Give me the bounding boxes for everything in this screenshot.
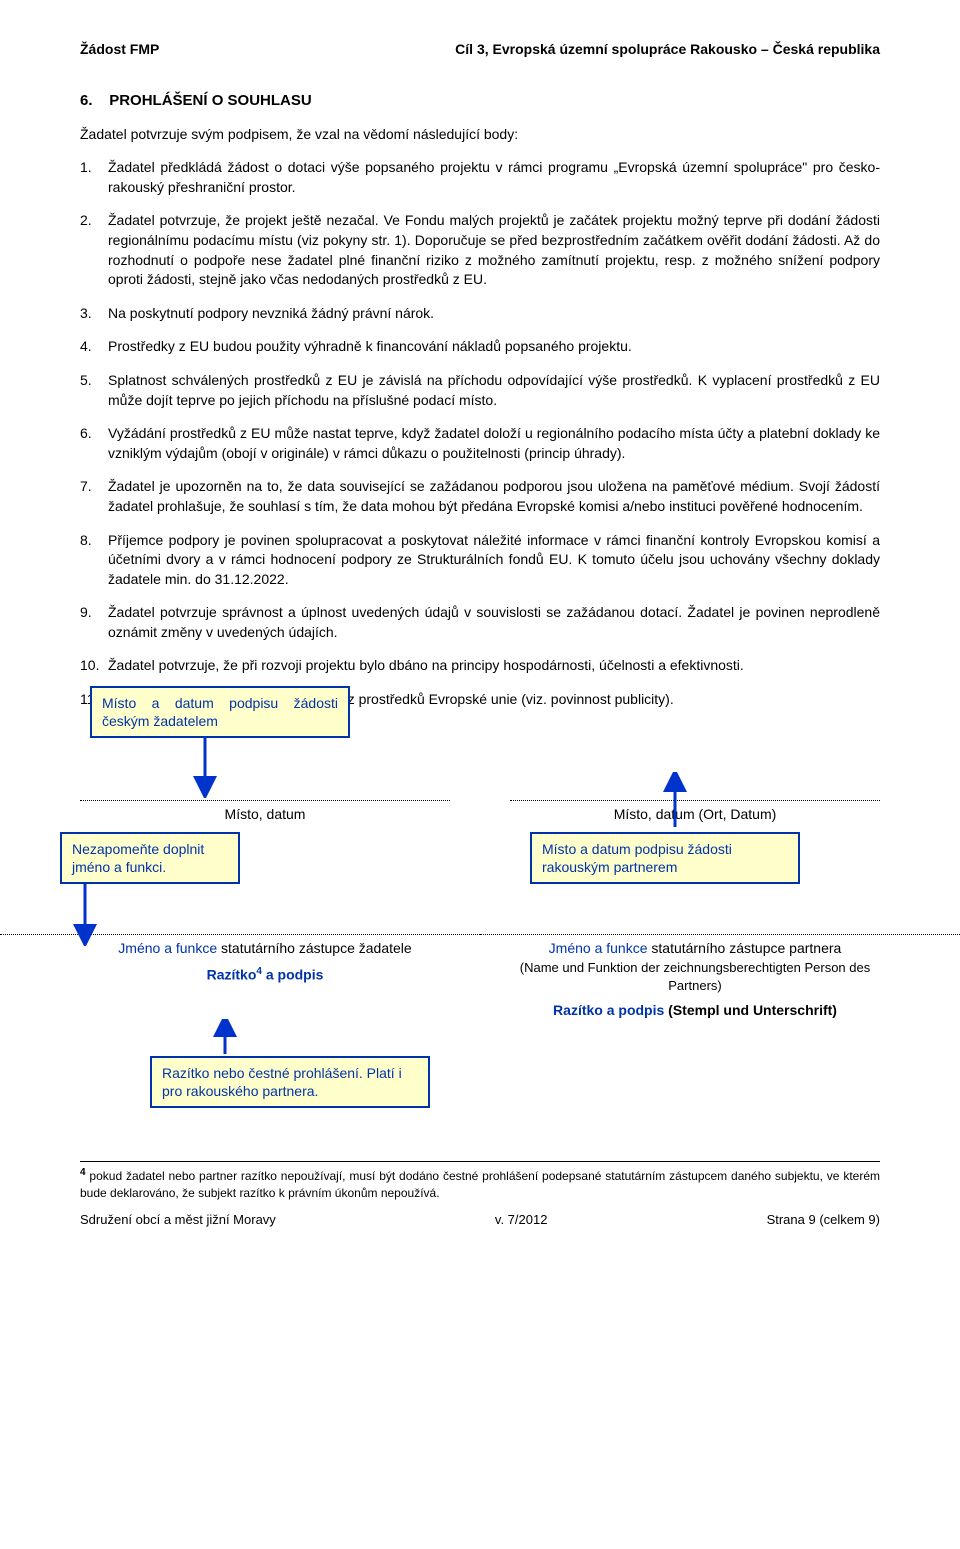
dotted-line bbox=[80, 800, 450, 801]
stamp-right: Razítko a podpis (Stempl und Unterschrif… bbox=[510, 1001, 880, 1021]
list-item: Vyžádání prostředků z EU může nastat tep… bbox=[80, 424, 880, 463]
dotted-line bbox=[480, 934, 960, 935]
footnote-text: pokud žadatel nebo partner razítko nepou… bbox=[80, 1169, 880, 1200]
note-place-date-czech: Místo a datum podpisu žádosti českým žad… bbox=[90, 686, 350, 738]
footer-center: v. 7/2012 bbox=[495, 1211, 548, 1229]
list-item: Prostředky z EU budou použity výhradně k… bbox=[80, 337, 880, 357]
page-footer: Sdružení obcí a měst jižní Moravy v. 7/2… bbox=[80, 1211, 880, 1229]
dotted-line bbox=[510, 800, 880, 801]
signature-left-place: Místo, datum Nezapomeňte doplnit jméno a… bbox=[80, 800, 450, 825]
arrow-up-icon bbox=[210, 1019, 240, 1059]
signature-right-name: Jméno a funkce statutárního zástupce par… bbox=[510, 934, 880, 1021]
signature-left-name: Jméno a funkce statutárního zástupce žad… bbox=[80, 934, 450, 1021]
list-item: Žadatel potvrzuje správnost a úplnost uv… bbox=[80, 603, 880, 642]
name-function-right: Jméno a funkce statutárního zástupce par… bbox=[510, 939, 880, 959]
footnote: 4 pokud žadatel nebo partner razítko nep… bbox=[80, 1161, 880, 1202]
list-item: Žadatel potvrzuje, že projekt ještě neza… bbox=[80, 211, 880, 289]
section-intro: Žadatel potvrzuje svým podpisem, že vzal… bbox=[80, 125, 880, 145]
note-place-date-austrian: Místo a datum podpisu žádosti rakouským … bbox=[530, 832, 800, 884]
signature-row-name: Jméno a funkce statutárního zástupce žad… bbox=[80, 934, 880, 1021]
header-right: Cíl 3, Evropská územní spolupráce Rakous… bbox=[455, 40, 880, 60]
footnote-number: 4 bbox=[80, 1167, 86, 1178]
declaration-list: Žadatel předkládá žádost o dotaci výše p… bbox=[80, 158, 880, 709]
list-item: Příjemce podpory je povinen spolupracova… bbox=[80, 531, 880, 590]
list-item: Splatnost schválených prostředků z EU je… bbox=[80, 371, 880, 410]
list-item: Žadatel je upozorněn na to, že data souv… bbox=[80, 477, 880, 516]
section-heading: PROHLÁŠENÍ O SOUHLASU bbox=[109, 92, 312, 109]
page-header: Žádost FMP Cíl 3, Evropská územní spolup… bbox=[80, 40, 880, 60]
list-item: Žadatel potvrzuje, že při rozvoji projek… bbox=[80, 656, 880, 676]
note-name-function: Nezapomeňte doplnit jméno a funkci. bbox=[60, 832, 240, 884]
arrow-down-icon bbox=[190, 728, 220, 798]
place-date-right: Místo, datum (Ort, Datum) bbox=[510, 805, 880, 825]
name-function-right-sub: (Name und Funktion der zeichnungsberecht… bbox=[510, 959, 880, 995]
section-title: 6. PROHLÁŠENÍ O SOUHLASU bbox=[80, 90, 880, 111]
signature-area: Místo, datum Nezapomeňte doplnit jméno a… bbox=[80, 800, 880, 1121]
footer-right: Strana 9 (celkem 9) bbox=[767, 1211, 880, 1229]
footer-left: Sdružení obcí a měst jižní Moravy bbox=[80, 1211, 276, 1229]
note-stamp: Razítko nebo čestné prohlášení. Platí i … bbox=[150, 1056, 430, 1108]
name-function-left: Jméno a funkce statutárního zástupce žad… bbox=[80, 939, 450, 959]
section-number: 6. bbox=[80, 92, 93, 109]
header-left: Žádost FMP bbox=[80, 40, 159, 60]
list-item: Na poskytnutí podpory nevzniká žádný prá… bbox=[80, 304, 880, 324]
place-date-left: Místo, datum bbox=[80, 805, 450, 825]
list-item: Žadatel se zavazuje zveřejnit podporu z … bbox=[80, 690, 880, 710]
list-item: Žadatel předkládá žádost o dotaci výše p… bbox=[80, 158, 880, 197]
dotted-line bbox=[0, 934, 480, 935]
signature-row-place-date: Místo, datum Nezapomeňte doplnit jméno a… bbox=[80, 800, 880, 825]
stamp-left: Razítko4 a podpis bbox=[80, 965, 450, 985]
signature-right-place: Místo, datum (Ort, Datum) Místo a datum … bbox=[510, 800, 880, 825]
